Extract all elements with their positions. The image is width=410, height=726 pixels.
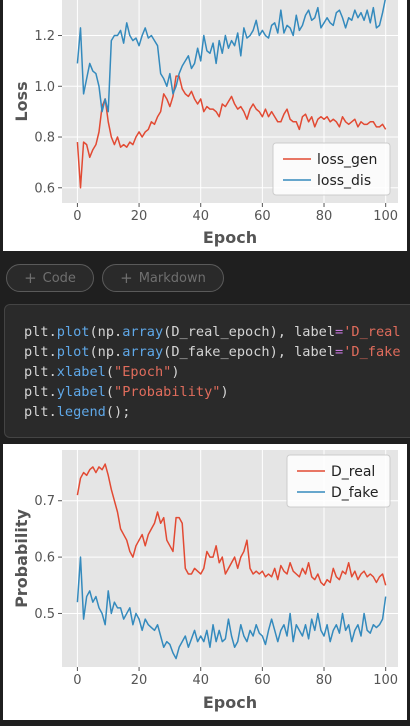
add-markdown-label: Markdown [138, 270, 206, 286]
y-axis-label: Probability [12, 509, 31, 608]
code-token: xlabel [56, 364, 106, 380]
probability-chart: 0 20 40 60 80 100 0.5 0.6 0.7 Epoch Probability D_r… [12, 450, 398, 712]
y-tick-label: 1.0 [34, 80, 55, 95]
x-tick-label: 80 [316, 209, 333, 224]
code-token: 'D_fake [343, 344, 401, 360]
code-token: plt [24, 404, 49, 420]
legend: loss_gen loss_dis [272, 142, 391, 196]
y-tick-label: 1.2 [34, 29, 55, 44]
code-token: plot [56, 344, 90, 360]
add-markdown-cell-button[interactable]: + Markdown [102, 264, 224, 292]
code-token: ( [105, 384, 115, 400]
code-token: plt [24, 364, 49, 380]
code-token: 'D_real [343, 324, 401, 340]
x-tick-label: 60 [254, 673, 271, 688]
y-axis-label: Loss [12, 81, 31, 121]
legend-entry: loss_gen [317, 152, 377, 168]
plus-icon: + [120, 269, 133, 287]
code-token: ylabel [56, 384, 106, 400]
x-tick-label: 80 [316, 673, 333, 688]
code-line: plt.plot(np.array(D_fake_epoch), label='… [24, 344, 401, 360]
code-token: plt [24, 344, 49, 360]
code-token: . [48, 404, 57, 420]
code-token: array [122, 324, 164, 340]
x-tick-label: 0 [73, 209, 81, 224]
loss-chart: 0 20 40 60 80 100 0.6 0.8 1.0 1.2 Epoch Loss loss_ge… [12, 0, 398, 247]
code-cell[interactable]: plt.plot(np.array(D_real_epoch), label='… [4, 304, 410, 438]
legend-entry: D_real [331, 464, 375, 480]
legend-entry: loss_dis [317, 173, 371, 189]
add-code-label: Code [42, 270, 76, 286]
legend-box [286, 454, 391, 508]
add-code-cell-button[interactable]: + Code [6, 264, 94, 292]
code-token: . [48, 324, 57, 340]
code-line: plt.legend(); [24, 404, 130, 420]
code-line: plt.xlabel("Epoch") [24, 364, 180, 380]
x-tick-label: 40 [192, 673, 209, 688]
code-token: . [48, 344, 57, 360]
code-token: (D_real_epoch), label [163, 324, 336, 340]
series-line-D-fake [76, 556, 387, 660]
y-tick-label: 0.6 [34, 551, 55, 566]
y-tick-label: 0.5 [34, 607, 55, 622]
y-tick-label: 0.7 [34, 494, 55, 509]
x-tick-label: 0 [73, 673, 81, 688]
x-axis-label: Epoch [203, 693, 257, 712]
code-token: (np. [89, 344, 123, 360]
series-line-loss-gen [76, 75, 387, 189]
code-line: plt.ylabel("Probability") [24, 384, 229, 400]
x-tick-label: 100 [373, 673, 398, 688]
code-token: ) [171, 364, 180, 380]
series-line-D-real [76, 463, 387, 587]
code-editor[interactable]: plt.plot(np.array(D_real_epoch), label='… [24, 322, 401, 422]
legend-box [272, 142, 391, 196]
code-token: "Probability" [114, 384, 221, 400]
code-line: plt.plot(np.array(D_real_epoch), label='… [24, 324, 401, 340]
output-cell-loss-plot: 0 20 40 60 80 100 0.6 0.8 1.0 1.2 Epoch Loss loss_ge… [3, 0, 407, 251]
code-token: plt [24, 384, 49, 400]
code-token: (np. [89, 324, 123, 340]
code-token: plt [24, 324, 49, 340]
code-token: legend [56, 404, 106, 420]
output-cell-probability-plot: 0 20 40 60 80 100 0.5 0.6 0.7 Epoch Probability D_r… [3, 444, 407, 720]
x-axis-label: Epoch [203, 228, 257, 247]
code-token: . [48, 384, 57, 400]
code-token: ) [220, 384, 229, 400]
x-tick-label: 40 [192, 209, 209, 224]
plus-icon: + [24, 269, 37, 287]
code-token: plot [56, 324, 90, 340]
code-token: = [335, 324, 344, 340]
code-token: ( [105, 364, 115, 380]
x-tick-label: 100 [373, 209, 398, 224]
code-token: = [335, 344, 344, 360]
legend: D_real D_fake [286, 454, 391, 508]
series-line-loss-dis [76, 0, 386, 113]
x-tick-label: 20 [131, 209, 148, 224]
y-tick-label: 0.8 [34, 131, 55, 146]
legend-entry: D_fake [331, 485, 379, 501]
y-tick-label: 0.6 [34, 181, 55, 196]
code-token: (); [105, 404, 131, 420]
code-token: "Epoch" [114, 364, 172, 380]
x-tick-label: 60 [254, 209, 271, 224]
code-token: array [122, 344, 164, 360]
code-token: . [48, 364, 57, 380]
x-tick-label: 20 [131, 673, 148, 688]
code-token: (D_fake_epoch), label [163, 344, 336, 360]
